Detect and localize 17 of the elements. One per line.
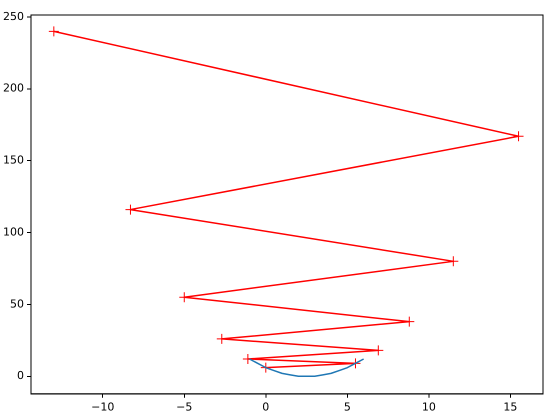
x-tick-label: 10 (422, 400, 436, 414)
x-tick-label: −5 (176, 400, 192, 414)
y-tick-label: 200 (2, 82, 24, 95)
point (124, 204, 136, 216)
point (48, 26, 60, 37)
y-tick-label: 0 (16, 369, 24, 382)
y-tick-label: 150 (2, 154, 24, 167)
point (260, 362, 272, 374)
point (513, 130, 524, 142)
x-tick-label: 15 (503, 400, 518, 414)
x-tick-label: 0 (262, 400, 270, 414)
x-tick-label: −10 (91, 400, 114, 414)
y-tick-label: 50 (10, 297, 24, 310)
y-tick-label: 250 (2, 10, 24, 23)
x-tick-label: 5 (344, 400, 351, 414)
y-tick-label: 100 (2, 225, 24, 238)
point (448, 256, 459, 267)
